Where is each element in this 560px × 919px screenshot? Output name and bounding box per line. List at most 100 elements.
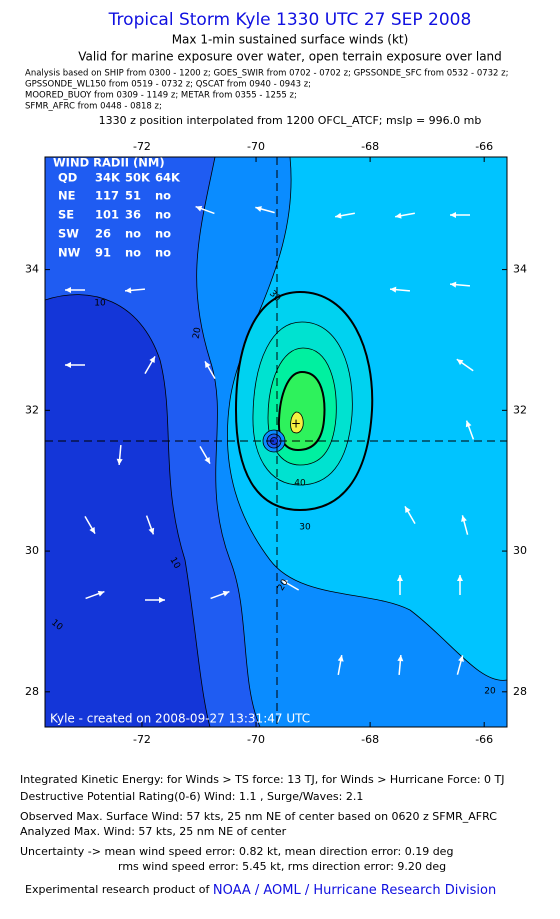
- wind-radii-title: WIND RADII (NM): [53, 156, 165, 170]
- analysis-line: Analysis based on SHIP from 0300 - 1200 …: [25, 69, 508, 79]
- wind-vector-head: [337, 655, 344, 662]
- y-tick-label: 28: [25, 685, 39, 698]
- wind-radii-cell: no: [155, 208, 171, 222]
- wind-radii-cell: 91: [95, 246, 111, 260]
- analysis-line: MOORED_BUOY from 0309 - 1149 z; METAR fr…: [25, 91, 297, 101]
- y-tick-label: 34: [25, 263, 39, 276]
- wind-vector-head: [456, 359, 464, 366]
- wind-radii-cell: NE: [58, 189, 76, 203]
- observed: Observed Max. Surface Wind: 57 kts, 25 n…: [20, 810, 497, 823]
- subtitle: Max 1-min sustained surface winds (kt): [172, 33, 409, 47]
- wind-vector-head: [205, 361, 211, 369]
- wind-field: +: [45, 157, 507, 727]
- wind-vector: [404, 505, 416, 525]
- wind-radii-cell: no: [155, 227, 171, 241]
- wind-vector-head: [89, 526, 95, 534]
- x-tick-label: -68: [361, 733, 379, 746]
- wind-vector-head: [397, 575, 403, 581]
- wind-radii-cell: NW: [58, 246, 81, 260]
- wind-vector: [397, 575, 403, 595]
- wind-vector: [335, 212, 355, 219]
- uncertainty: Uncertainty -> mean wind speed error: 0.…: [20, 845, 453, 858]
- analysis-line: SFMR_AFRC from 0448 - 0818 z;: [25, 102, 162, 112]
- wind-vector: [65, 287, 85, 293]
- wind-vector-head: [450, 281, 457, 288]
- wind-vector-head: [97, 590, 105, 597]
- x-tick-label: -70: [247, 140, 265, 153]
- wind-vector: [199, 445, 211, 465]
- wind-vector: [116, 444, 123, 466]
- wind-vector: [461, 515, 469, 535]
- wind-vector-head: [395, 212, 402, 219]
- y-tick-label: 32: [513, 403, 527, 416]
- analysis-line: GPSSONDE_WL150 from 0519 - 0732 z; QSCAT…: [25, 80, 311, 90]
- wind-vector-head: [450, 212, 456, 218]
- wind-vector: [84, 515, 96, 535]
- y-tick-label: 30: [513, 544, 527, 557]
- wind-radii-cell: no: [125, 227, 141, 241]
- wind-vector: [204, 360, 216, 380]
- contour-label: 20: [484, 687, 496, 697]
- wind-vector-head: [335, 212, 342, 219]
- position-note: 1330 z position interpolated from 1200 O…: [99, 114, 482, 127]
- x-tick-label: -70: [247, 733, 265, 746]
- contour-label: 20: [192, 326, 204, 339]
- dpr: Destructive Potential Rating(0-6) Wind: …: [20, 790, 363, 803]
- wind-vector: [85, 590, 105, 600]
- x-tick-label: -72: [133, 140, 151, 153]
- wind-radii-header: 50K: [125, 171, 151, 185]
- credit: Kyle - created on 2008-09-27 13:31:47 UT…: [50, 712, 310, 726]
- wind-vector: [145, 597, 165, 603]
- wind-vector: [389, 286, 411, 293]
- y-tick-label: 28: [513, 685, 527, 698]
- wind-vector: [145, 515, 155, 535]
- wind-vector-head: [405, 506, 411, 514]
- svg-text:+: +: [291, 417, 301, 431]
- wind-vector-head: [204, 456, 210, 464]
- wind-vector: [449, 281, 471, 288]
- wind-vector: [456, 655, 464, 675]
- wind-vector: [457, 575, 463, 595]
- wind-vector: [65, 362, 85, 368]
- credit-org: NOAA / AOML / Hurricane Research Divisio…: [213, 883, 496, 898]
- wind-vector-head: [390, 286, 397, 293]
- wind-radii-header: QD: [58, 171, 77, 185]
- wind-vector-head: [195, 205, 203, 212]
- y-tick-label: 30: [25, 544, 39, 557]
- analyzed: Analyzed Max. Wind: 57 kts, 25 nm NE of …: [20, 825, 287, 838]
- wind-vector-head: [458, 655, 464, 662]
- wind-vector-head: [461, 515, 467, 522]
- x-tick-label: -68: [361, 140, 379, 153]
- wind-vector: [255, 206, 275, 214]
- wind-vector-head: [65, 287, 71, 293]
- wind-vector-head: [222, 590, 230, 597]
- wind-vector-head: [125, 287, 132, 294]
- wind-radii-header: 34K: [95, 171, 121, 185]
- y-tick-label: 34: [513, 263, 527, 276]
- uncertainty: rms wind speed error: 5.45 kt, rms direc…: [118, 860, 446, 873]
- wind-vector: [210, 590, 230, 600]
- wind-vector: [195, 205, 215, 215]
- wind-radii-cell: 117: [95, 189, 119, 203]
- wind-vector-head: [65, 362, 71, 368]
- plot-frame: [44, 156, 508, 728]
- wind-radii-cell: no: [125, 246, 141, 260]
- wind-radii-cell: SE: [58, 208, 74, 222]
- wind-vector: [465, 420, 475, 440]
- credit-prefix: Experimental research product of: [25, 883, 210, 896]
- wind-radii-cell: no: [155, 246, 171, 260]
- wind-vector-head: [148, 527, 155, 535]
- wind-radii-cell: 101: [95, 208, 119, 222]
- wind-vector-head: [397, 655, 404, 662]
- wind-radii-cell: 26: [95, 227, 111, 241]
- x-tick-label: -72: [133, 733, 151, 746]
- wind-vector: [395, 212, 415, 219]
- wind-vector: [280, 579, 300, 591]
- validity: Valid for marine exposure over water, op…: [78, 50, 502, 64]
- title: Tropical Storm Kyle 1330 UTC 27 SEP 2008: [108, 10, 472, 30]
- wind-vector: [397, 654, 404, 676]
- wind-vector: [456, 358, 474, 372]
- wind-radii-cell: 51: [125, 189, 141, 203]
- credit-line: Experimental research product of NOAA / …: [25, 883, 496, 898]
